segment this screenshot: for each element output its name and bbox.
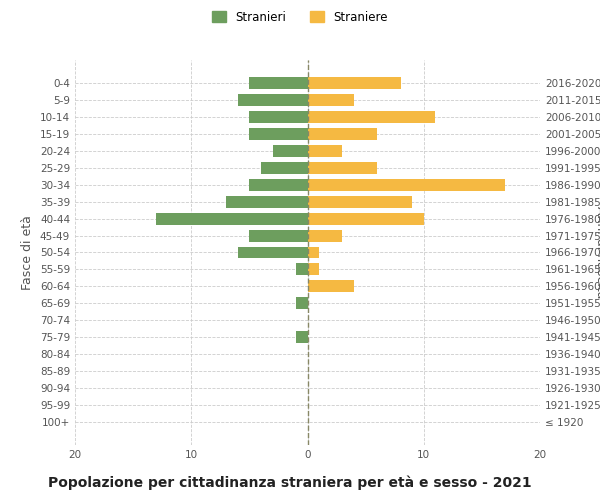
Text: Popolazione per cittadinanza straniera per età e sesso - 2021: Popolazione per cittadinanza straniera p… bbox=[48, 476, 532, 490]
Bar bbox=[308, 230, 343, 241]
Bar bbox=[308, 162, 377, 174]
Bar bbox=[238, 246, 308, 258]
Bar bbox=[250, 230, 308, 241]
Bar bbox=[296, 264, 308, 276]
Bar bbox=[226, 196, 308, 207]
Bar bbox=[308, 264, 319, 276]
Bar bbox=[308, 78, 401, 90]
Bar bbox=[308, 112, 436, 123]
Bar bbox=[308, 145, 343, 157]
Bar bbox=[250, 179, 308, 191]
Legend: Stranieri, Straniere: Stranieri, Straniere bbox=[207, 6, 393, 28]
Bar bbox=[261, 162, 308, 174]
Bar bbox=[250, 78, 308, 90]
Bar bbox=[296, 298, 308, 309]
Bar bbox=[308, 196, 412, 207]
Bar bbox=[308, 179, 505, 191]
Y-axis label: Anni di nascita: Anni di nascita bbox=[594, 206, 600, 298]
Bar bbox=[308, 128, 377, 140]
Bar bbox=[238, 94, 308, 106]
Bar bbox=[308, 280, 354, 292]
Bar bbox=[250, 112, 308, 123]
Bar bbox=[308, 213, 424, 224]
Y-axis label: Fasce di età: Fasce di età bbox=[22, 215, 34, 290]
Bar bbox=[250, 128, 308, 140]
Bar bbox=[296, 331, 308, 343]
Bar bbox=[272, 145, 308, 157]
Bar bbox=[308, 94, 354, 106]
Bar bbox=[308, 246, 319, 258]
Bar bbox=[157, 213, 308, 224]
